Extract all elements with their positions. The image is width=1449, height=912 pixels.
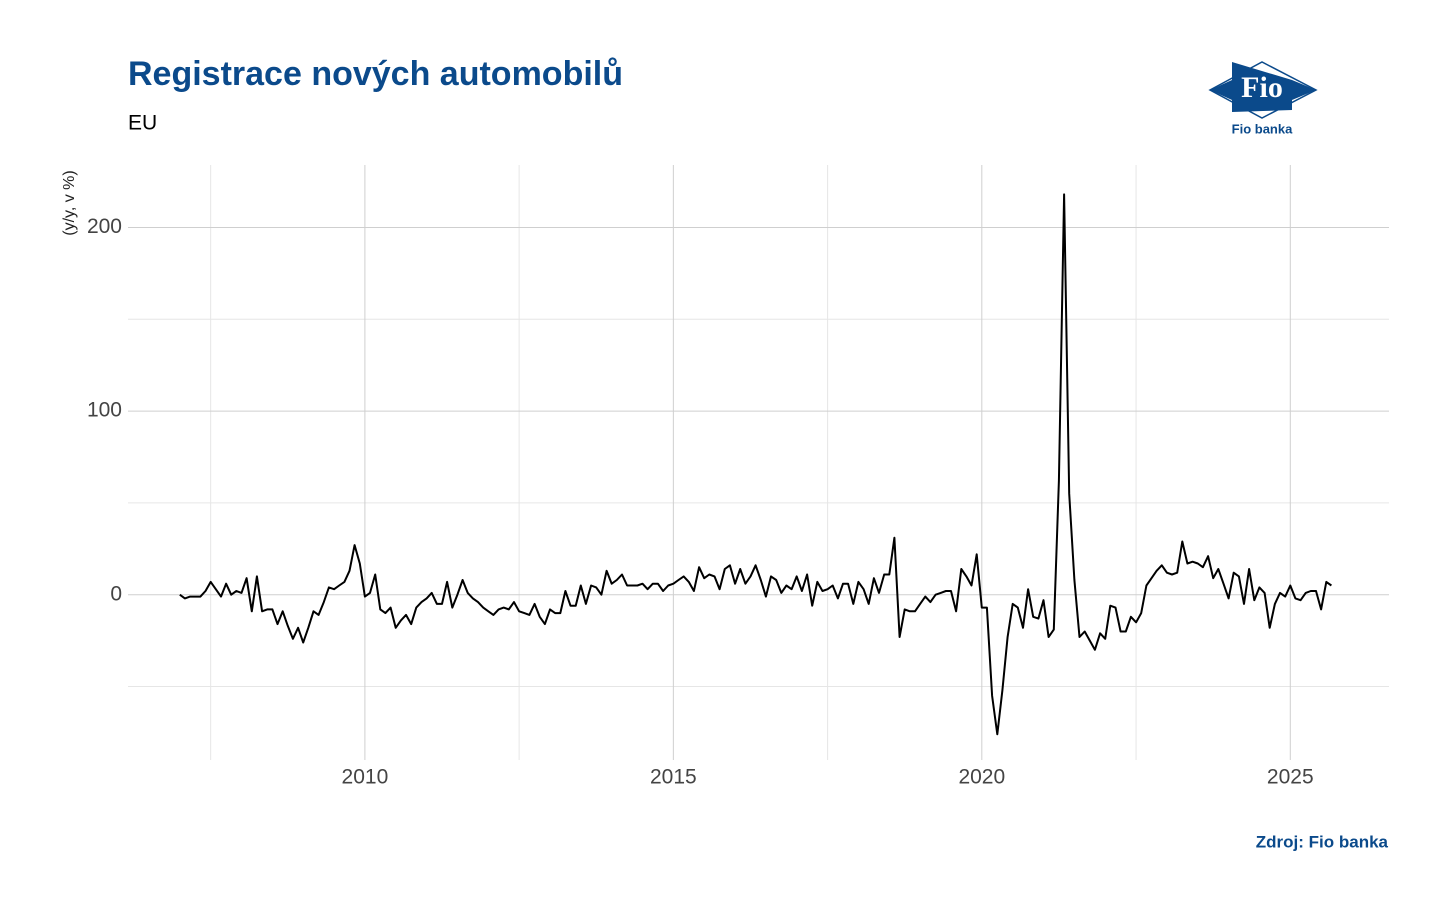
source: Zdroj: Fio banka (1256, 832, 1389, 851)
y-tick-label: 100 (87, 399, 122, 422)
x-tick-label: 2010 (342, 766, 389, 789)
y-tick-label: 0 (110, 582, 122, 605)
chart-title: Registrace nových automobilů (128, 55, 623, 93)
logo-left (1210, 80, 1232, 100)
logo-mark: Fio (1241, 71, 1283, 104)
y-axis-label: (y/y, v %) (61, 170, 78, 235)
logo: Fio Fio banka (1208, 61, 1318, 136)
x-tick-label: 2020 (958, 766, 1005, 789)
logo-name: Fio banka (1232, 121, 1293, 136)
x-tick-label: 2015 (650, 766, 697, 789)
line-series (179, 193, 1332, 736)
logo-flag (1232, 62, 1292, 112)
y-tick-label: 200 (87, 215, 122, 238)
logo-right (1292, 80, 1316, 100)
x-tick-label: 2025 (1267, 766, 1314, 789)
chart-subtitle: EU (128, 112, 157, 135)
